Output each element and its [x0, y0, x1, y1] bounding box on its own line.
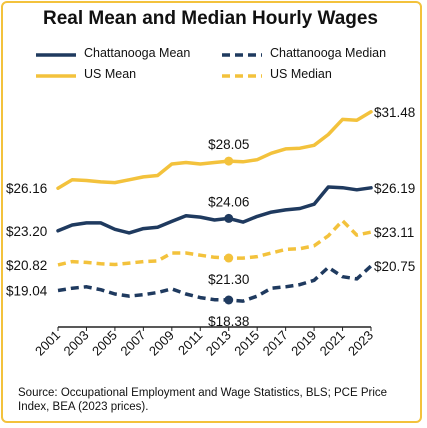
data-label-us-mean-2013: $28.05 [208, 137, 249, 152]
x-tick-label-2011: 2011 [175, 328, 205, 358]
data-label-us-mean-2023: $31.48 [374, 105, 415, 120]
data-label-chattanooga-mean-2023: $26.19 [374, 181, 415, 196]
x-tick-label-2019: 2019 [288, 328, 319, 359]
legend-swatch-us-median [222, 74, 262, 78]
data-label-chattanooga-median-2023: $20.75 [374, 259, 415, 274]
chart-title: Real Mean and Median Hourly Wages [42, 8, 379, 29]
data-label-chattanooga-median-2013: $18.38 [208, 314, 249, 329]
x-tick-label-2007: 2007 [117, 328, 148, 359]
data-label-chattanooga-median-2001: $19.04 [6, 284, 48, 299]
series-line-us-median [57, 218, 372, 267]
data-label-us-median-2023: $23.11 [374, 225, 414, 240]
x-tick-label-2015: 2015 [231, 328, 262, 359]
series-line-us-mean [56, 110, 373, 190]
marker-chattanooga-mean-2013 [224, 213, 234, 223]
x-tick-label-2003: 2003 [61, 328, 92, 359]
x-tick-label-2013: 2013 [203, 328, 234, 359]
data-label-us-median-2013: $21.30 [208, 272, 249, 287]
legend-swatch-chattanooga-median [222, 53, 262, 57]
x-tick-label-2021: 2021 [317, 328, 348, 359]
data-label-chattanooga-mean-2001: $23.20 [6, 224, 47, 239]
data-label-chattanooga-mean-2013: $24.06 [208, 194, 249, 209]
marker-chattanooga-median-2013 [224, 295, 234, 305]
x-tick-label-2001: 2001 [32, 328, 63, 359]
data-label-us-median-2001: $20.82 [6, 258, 47, 273]
x-tick-label-2005: 2005 [89, 328, 120, 359]
chart-frame [1, 1, 422, 423]
legend-swatch-us-mean [36, 74, 76, 78]
x-tick-label-2017: 2017 [260, 328, 291, 359]
x-tick-label-2023: 2023 [345, 328, 376, 359]
marker-us-mean-2013 [224, 156, 234, 166]
data-label-us-mean-2001: $26.16 [6, 181, 47, 196]
x-tick-label-2009: 2009 [146, 328, 177, 359]
marker-us-median-2013 [224, 253, 234, 263]
series-line-chattanooga-median [57, 264, 373, 303]
legend-label-us-mean: US Mean [84, 67, 137, 81]
legend-label-chattanooga-median: Chattanooga Median [270, 46, 387, 60]
source-note: Source: Occupational Employment and Wage… [18, 387, 388, 413]
series-line-chattanooga-mean [56, 185, 373, 235]
legend-label-us-median: US Median [270, 67, 332, 81]
legend-label-chattanooga-mean: Chattanooga Mean [84, 46, 191, 60]
legend-swatch-chattanooga-mean [36, 53, 76, 57]
